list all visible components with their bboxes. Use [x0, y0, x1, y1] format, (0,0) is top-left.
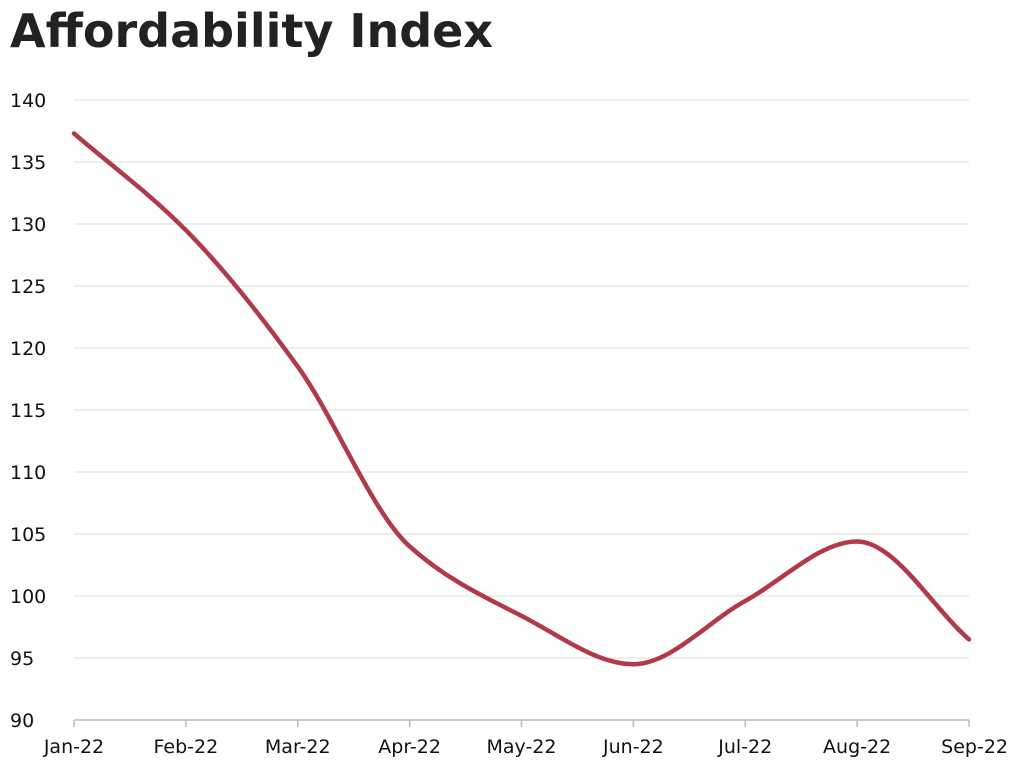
x-tick-label: Jun-22	[602, 736, 664, 758]
y-tick-label: 130	[10, 214, 46, 236]
y-tick-label: 110	[10, 462, 46, 484]
x-tick-label: Sep-22	[941, 736, 1008, 758]
series-layer	[71, 131, 972, 667]
chart-title: Affordability Index	[10, 4, 493, 58]
x-tick-label: Jul-22	[717, 736, 772, 758]
y-tick-label: 120	[10, 338, 46, 360]
x-tick-label: Apr-22	[378, 736, 441, 758]
y-axis-ticks: 90 95 100 105 110 115 120 125 130 135 140	[10, 90, 46, 732]
x-tick-label: Jan-22	[43, 736, 104, 758]
y-tick-label: 95	[10, 648, 34, 670]
y-tick-label: 125	[10, 276, 46, 298]
y-tick-label: 140	[10, 90, 46, 112]
series-line	[71, 131, 972, 667]
y-tick-label: 100	[10, 586, 46, 608]
y-tick-label: 115	[10, 400, 46, 422]
x-axis: Jan-22 Feb-22 Mar-22 Apr-22 May-22 Jun-22 Jul-…	[43, 719, 1008, 758]
x-tick-label: Feb-22	[154, 736, 219, 758]
gridlines	[74, 99, 969, 659]
y-tick-label: 105	[10, 524, 46, 546]
y-tick-label: 135	[10, 152, 46, 174]
y-tick-label: 90	[10, 710, 34, 732]
x-tick-label: May-22	[487, 736, 557, 758]
x-tick-label: Aug-22	[823, 736, 891, 758]
x-tick-label: Mar-22	[265, 736, 331, 758]
